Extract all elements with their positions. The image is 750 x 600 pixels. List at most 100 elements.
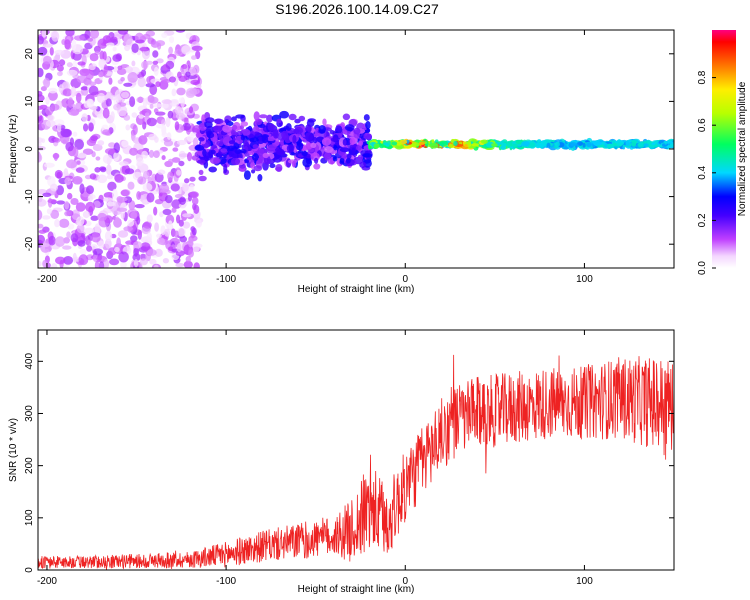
heatmap-cell (136, 157, 144, 166)
heatmap-cell (53, 152, 59, 161)
heatmap-cell (38, 35, 44, 45)
heatmap-cell (64, 200, 70, 210)
heatmap-cell (97, 212, 107, 222)
heatmap-cell (42, 43, 53, 48)
heatmap-cell (291, 160, 297, 168)
heatmap-cell (72, 131, 78, 137)
heatmap-cell (94, 167, 101, 173)
heatmap-cell (47, 114, 55, 121)
heatmap-cell (481, 139, 488, 144)
heatmap-cell (181, 45, 192, 55)
heatmap-cell (512, 143, 519, 147)
heatmap-cell (275, 164, 283, 172)
heatmap-cell (38, 151, 41, 162)
heatmap-cell (345, 157, 351, 164)
heatmap-cell (298, 115, 306, 122)
heatmap-cell (176, 243, 182, 253)
heatmap-cell (93, 248, 103, 256)
heatmap-cell (234, 148, 242, 155)
heatmap-cell (190, 226, 196, 232)
heatmap-cell (342, 113, 351, 121)
heatmap-cell (471, 143, 480, 147)
heatmap-cell (252, 144, 259, 149)
heatmap-cell (209, 157, 220, 165)
snr-panel: -200 -100 0 100 0 100 200 300 400 Height of str… (8, 329, 675, 595)
heatmap-cell (50, 263, 58, 268)
heatmap-cell (373, 143, 380, 149)
heatmap-cell (38, 105, 44, 111)
heatmap-cell (189, 191, 199, 199)
heatmap-cell (351, 147, 356, 156)
heatmap-cell (251, 169, 256, 174)
heatmap-cell (228, 149, 235, 156)
heatmap-cell (329, 130, 335, 135)
heatmap-cell (248, 150, 255, 156)
heatmap-cell (208, 166, 217, 173)
heatmap-cell (146, 192, 155, 203)
heatmap-cell (83, 227, 95, 234)
heatmap-cell (162, 79, 171, 83)
heatmap-cell (183, 260, 193, 268)
heatmap-cell (182, 221, 191, 229)
heatmap-cell (176, 87, 186, 96)
heatmap-cell (66, 231, 71, 239)
heatmap-cell (77, 61, 86, 66)
heatmap-cell (267, 144, 277, 151)
heatmap-cell (535, 143, 542, 149)
heatmap-cell (123, 82, 133, 87)
heatmap-cell (63, 168, 69, 177)
heatmap-cell (169, 100, 180, 107)
heatmap-cell (171, 88, 177, 97)
heatmap-cell (70, 198, 79, 205)
heatmap-cell (148, 149, 155, 158)
heatmap-cell (89, 173, 97, 180)
heatmap-cell (106, 174, 114, 180)
heatmap-cell (314, 157, 319, 164)
heatmap-cell (159, 211, 164, 218)
heatmap-cell (188, 237, 194, 248)
heatmap-cell (95, 156, 101, 161)
heatmap-cell (191, 243, 200, 253)
heatmap-cell (141, 150, 149, 159)
heatmap-cell (654, 143, 658, 148)
heatmap-cell (152, 50, 159, 58)
heatmap-cell (38, 137, 44, 144)
heatmap-cell (342, 138, 348, 146)
heatmap-cell (58, 84, 64, 94)
heatmap-cell (175, 30, 186, 33)
heatmap-cell (161, 155, 166, 161)
heatmap-cell (102, 129, 111, 136)
heatmap-cell (154, 172, 164, 183)
heatmap-cell (257, 174, 263, 182)
heatmap-cell (129, 147, 138, 156)
heatmap-cell (125, 124, 131, 131)
heatmap-cell (50, 209, 60, 219)
snr-y-ticks: 0 100 200 300 400 (24, 353, 674, 573)
heatmap-cell (570, 142, 577, 147)
heatmap-cell (139, 258, 148, 266)
heatmap-cell (97, 140, 105, 146)
heatmap-cell (100, 167, 107, 173)
heatmap-cell (111, 95, 117, 101)
heatmap-cell (257, 148, 265, 157)
heatmap-cell (362, 153, 373, 158)
heatmap-cell (594, 141, 603, 146)
heatmap-cell (356, 144, 362, 151)
heatmap-cell (353, 127, 361, 135)
heatmap-cell (149, 258, 157, 265)
heatmap-cell (358, 140, 364, 146)
heatmap-cell (181, 184, 189, 192)
heatmap-cell (606, 143, 613, 148)
heatmap-cell (102, 107, 110, 119)
heatmap-cell (638, 142, 644, 147)
heatmap-cell (138, 114, 144, 119)
heatmap-cell (285, 123, 292, 131)
heatmap-cell (77, 240, 86, 247)
heatmap-cell (179, 236, 187, 243)
heatmap-cell (54, 169, 63, 179)
heatmap-cell (58, 59, 66, 66)
heatmap-cell (85, 81, 97, 87)
heatmap-cell (332, 156, 338, 162)
heatmap-cell (131, 60, 136, 67)
heatmap-cell (140, 242, 151, 251)
